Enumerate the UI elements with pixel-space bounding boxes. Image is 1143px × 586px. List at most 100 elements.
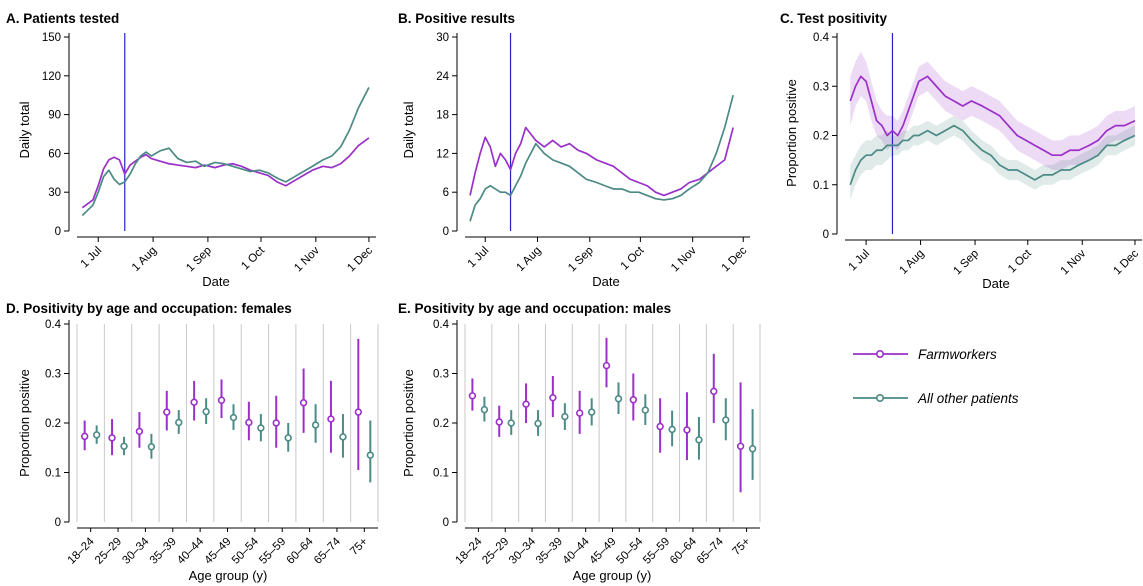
x-tick-label: 45–49 bbox=[588, 536, 619, 567]
y-tick-label: 6 bbox=[443, 187, 449, 199]
x-tick-label: 1 Oct bbox=[1006, 247, 1034, 275]
y-tick-label: 0.2 bbox=[45, 418, 61, 430]
point-farm bbox=[629, 396, 638, 404]
point-farm bbox=[710, 387, 718, 396]
legend-farmworkers-marker bbox=[875, 349, 884, 358]
x-tick-label: 60–64 bbox=[668, 535, 700, 567]
point-other bbox=[614, 395, 623, 403]
point-farm bbox=[190, 398, 198, 406]
point-other bbox=[587, 408, 596, 416]
y-tick-label: 120 bbox=[42, 71, 61, 83]
y-tick-label: 0 bbox=[55, 226, 61, 238]
y-tick-label: 60 bbox=[48, 148, 61, 160]
y-tick-label: 18 bbox=[436, 110, 449, 122]
x-tick-label: 50–54 bbox=[230, 535, 262, 567]
point-other bbox=[257, 424, 265, 432]
point-farm bbox=[217, 396, 226, 404]
point-farm bbox=[575, 409, 584, 417]
panel-d-title: D. Positivity by age and occupation: fem… bbox=[6, 301, 292, 316]
x-tick-label: 1 Oct bbox=[619, 244, 647, 272]
legend-other-patients-marker bbox=[875, 393, 884, 402]
x-tick-label: 1 Jul bbox=[79, 245, 105, 271]
point-other bbox=[722, 416, 730, 424]
x-tick-label: 1 Oct bbox=[239, 244, 267, 272]
x-tick-label: 1 Aug bbox=[897, 248, 926, 277]
point-farm bbox=[495, 418, 503, 426]
y-tick-label: 0.4 bbox=[433, 319, 450, 331]
point-farm bbox=[245, 418, 253, 427]
x-tick-label: 40–44 bbox=[175, 535, 207, 567]
y-tick-label: 30 bbox=[48, 187, 61, 199]
point-other bbox=[668, 425, 676, 434]
point-other bbox=[561, 412, 569, 421]
series-line-farm bbox=[849, 75, 1136, 157]
x-tick-label: 1 Jul bbox=[847, 248, 873, 274]
x-tick-label: 25–29 bbox=[480, 536, 511, 567]
point-farm bbox=[299, 399, 308, 407]
x-tick-label: 25–29 bbox=[93, 536, 124, 567]
point-other bbox=[311, 421, 320, 429]
point-farm bbox=[354, 408, 363, 416]
point-other bbox=[284, 434, 292, 442]
panel-c: C. Test positivity Date Proportion posit… bbox=[780, 11, 1142, 291]
panel-c-xlabel: Date bbox=[982, 276, 1009, 291]
x-tick-label: 35–39 bbox=[534, 536, 565, 567]
y-tick-label: 0.3 bbox=[45, 369, 61, 381]
x-tick-label: 40–44 bbox=[561, 535, 593, 567]
point-farm bbox=[736, 442, 745, 450]
x-tick-label: 30–34 bbox=[120, 535, 152, 567]
panel-e: E. Positivity by age and occupation: mal… bbox=[398, 301, 761, 583]
point-farm bbox=[327, 415, 335, 423]
point-other bbox=[175, 418, 183, 427]
point-farm bbox=[549, 394, 557, 402]
series-line-other bbox=[849, 124, 1136, 186]
point-farm bbox=[468, 392, 477, 400]
y-tick-label: 0 bbox=[55, 517, 61, 529]
panel-a: A. Patients tested Date Daily total 0 30 6… bbox=[6, 11, 376, 289]
y-tick-label: 150 bbox=[42, 32, 61, 44]
point-farm bbox=[656, 422, 664, 431]
point-other bbox=[339, 433, 347, 441]
y-tick-label: 0 bbox=[443, 226, 449, 238]
y-tick-label: 90 bbox=[48, 110, 61, 122]
x-tick-label: 1 Aug bbox=[514, 245, 543, 274]
point-other bbox=[202, 407, 210, 416]
x-tick-label: 55–59 bbox=[641, 536, 672, 567]
y-tick-label: 12 bbox=[436, 148, 449, 160]
x-tick-label: 1 Dec bbox=[1111, 247, 1141, 277]
point-other bbox=[480, 405, 489, 414]
point-farm bbox=[108, 434, 116, 442]
point-other bbox=[507, 419, 515, 427]
y-tick-label: 0.3 bbox=[813, 81, 829, 93]
panel-c-title: C. Test positivity bbox=[780, 11, 888, 26]
x-tick-label: 1 Nov bbox=[669, 244, 699, 274]
series-line-farm bbox=[469, 126, 734, 197]
point-other bbox=[120, 442, 128, 450]
y-tick-label: 0.2 bbox=[813, 131, 829, 143]
point-farm bbox=[135, 427, 144, 436]
y-tick-label: 0.1 bbox=[813, 180, 829, 192]
y-tick-label: 0.1 bbox=[45, 468, 61, 480]
point-farm bbox=[602, 361, 611, 370]
x-tick-label: 1 Jul bbox=[466, 245, 492, 271]
x-tick-label: 1 Nov bbox=[1059, 247, 1089, 277]
x-tick-label: 60–64 bbox=[285, 535, 317, 567]
x-tick-label: 1 Aug bbox=[130, 245, 159, 274]
panel-b: B. Positive results Date Daily total 0 6 1… bbox=[398, 11, 750, 289]
panel-d-ylabel: Proportion positive bbox=[17, 369, 32, 477]
legend-other-patients-label: All other patients bbox=[917, 391, 1019, 406]
panel-d: D. Positivity by age and occupation: fem… bbox=[6, 301, 379, 583]
x-tick-label: 1 Dec bbox=[345, 244, 375, 274]
y-tick-label: 0 bbox=[443, 517, 449, 529]
legend: Farmworkers All other patients bbox=[853, 347, 1019, 406]
series-line-other bbox=[81, 87, 370, 217]
x-tick-label: 75+ bbox=[348, 535, 370, 557]
series-line-other bbox=[469, 94, 734, 222]
point-farm bbox=[522, 400, 530, 408]
y-tick-label: 0 bbox=[823, 229, 829, 241]
x-tick-label: 55–59 bbox=[257, 536, 288, 567]
ci-band-farm bbox=[850, 51, 1135, 170]
x-tick-label: 1 Sep bbox=[951, 248, 981, 278]
panel-c-ylabel: Proportion positive bbox=[784, 79, 799, 187]
x-tick-label: 18–24 bbox=[66, 535, 98, 567]
